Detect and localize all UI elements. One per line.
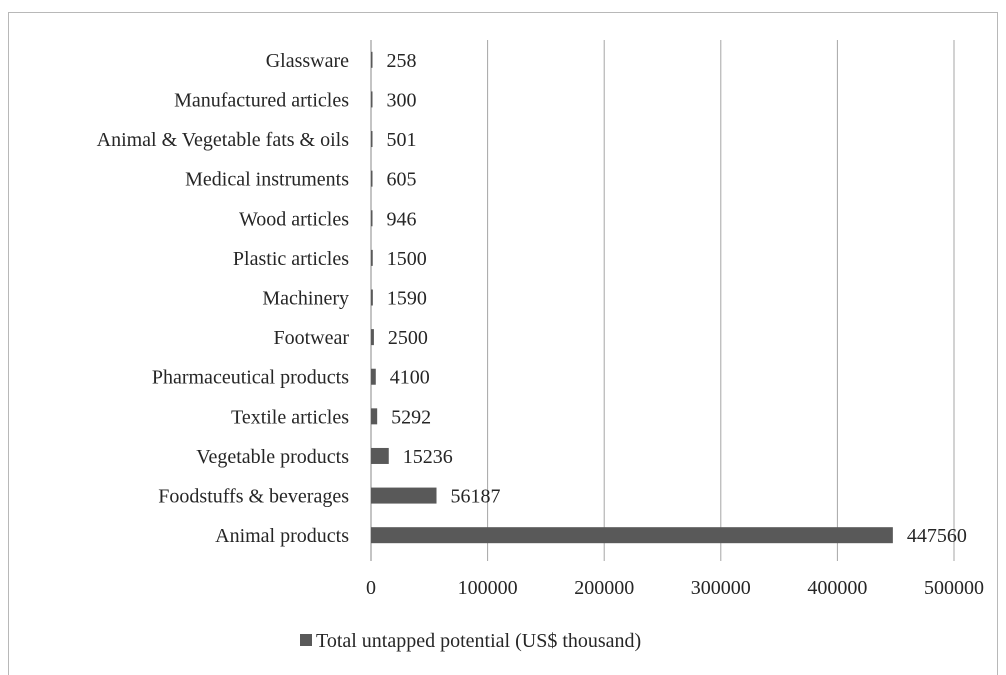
legend: Total untapped potential (US$ thousand) [300, 630, 641, 652]
bar [371, 289, 373, 306]
category-label: Animal & Vegetable fats & oils [97, 129, 350, 151]
data-label: 2500 [388, 327, 428, 349]
x-tick-label: 100000 [458, 577, 518, 599]
category-label: Animal products [215, 525, 349, 547]
category-label: Vegetable products [196, 446, 349, 468]
chart-frame [8, 12, 998, 675]
bar [371, 368, 376, 385]
category-label: Pharmaceutical products [152, 367, 349, 389]
bar [371, 408, 378, 425]
category-label: Glassware [266, 50, 349, 72]
x-tick-label: 300000 [691, 577, 751, 599]
bar [371, 210, 373, 227]
gridlines [370, 40, 955, 561]
bar [371, 447, 389, 464]
bar [371, 170, 373, 187]
data-label: 501 [387, 129, 417, 151]
bar [371, 51, 373, 68]
legend-label: Total untapped potential (US$ thousand) [316, 630, 641, 652]
x-tick-label: 200000 [574, 577, 634, 599]
x-tick-label: 400000 [807, 577, 867, 599]
category-label: Manufactured articles [174, 89, 349, 111]
x-tick-label: 0 [366, 577, 376, 599]
data-label: 258 [387, 50, 417, 72]
data-label: 15236 [403, 446, 453, 468]
category-label: Machinery [262, 288, 349, 310]
data-label: 4100 [390, 367, 430, 389]
data-label: 300 [387, 89, 417, 111]
data-label: 56187 [451, 486, 501, 508]
legend-swatch [300, 634, 312, 646]
data-label: 946 [387, 208, 417, 230]
category-label: Wood articles [239, 208, 349, 230]
category-label: Footwear [273, 327, 349, 349]
data-label: 1590 [387, 288, 427, 310]
data-label: 5292 [391, 406, 431, 428]
bar [371, 527, 893, 544]
data-label: 447560 [907, 525, 967, 547]
bar [371, 329, 374, 346]
bar [371, 487, 437, 504]
x-tick-label: 500000 [924, 577, 984, 599]
category-label: Textile articles [231, 406, 349, 428]
bars [371, 51, 893, 544]
category-label: Medical instruments [185, 169, 349, 191]
bar [371, 249, 373, 266]
data-label: 605 [387, 169, 417, 191]
category-label: Foodstuffs & beverages [158, 486, 349, 508]
bar [371, 131, 373, 148]
data-label: 1500 [387, 248, 427, 270]
category-labels: Animal products Foodstuffs & beverages Veg… [97, 50, 350, 547]
data-labels: 447560 56187 15236 5292 4100 2500 1590 1500 946 6… [387, 50, 967, 547]
category-label: Plastic articles [233, 248, 349, 270]
bar [371, 91, 373, 108]
tick-labels: 0 100000 200000 300000 400000 500000 [366, 577, 984, 599]
